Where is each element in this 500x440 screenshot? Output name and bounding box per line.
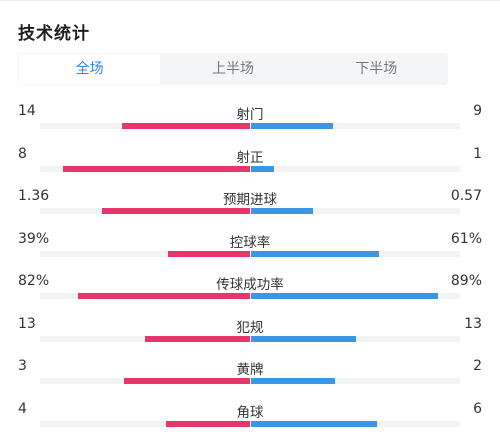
away-value: 13 <box>464 315 482 332</box>
stat-bar-track <box>40 165 460 172</box>
away-value: 9 <box>473 103 482 119</box>
stat-row-pass-accuracy: 82% 传球成功率 89% <box>0 265 500 308</box>
away-bar <box>251 378 335 384</box>
stat-bar-track <box>40 378 460 384</box>
away-value: 1 <box>473 145 482 162</box>
home-value: 82% <box>18 273 50 289</box>
away-value: 89% <box>450 273 482 289</box>
away-bar <box>251 420 377 427</box>
home-bar <box>102 208 250 214</box>
tab-first-half[interactable]: 上半场 <box>211 61 254 77</box>
away-bar <box>251 208 313 214</box>
stat-row-fouls: 13 犯规 13 <box>0 308 500 351</box>
stat-label: 传球成功率 <box>216 277 284 293</box>
home-bar <box>63 165 250 172</box>
stat-row-possession: 39% 控球率 61% <box>0 223 500 266</box>
stat-label: 射正 <box>236 149 264 166</box>
home-bar <box>168 250 250 257</box>
stat-row-shots: 14 射门 9 <box>0 95 500 138</box>
stat-label: 预期进球 <box>223 192 277 208</box>
stat-label: 控球率 <box>229 234 271 251</box>
stat-label: 射门 <box>236 107 264 123</box>
stat-label: 黄牌 <box>236 362 264 378</box>
away-bar <box>251 250 379 257</box>
home-bar <box>122 123 250 129</box>
home-value: 8 <box>18 145 27 162</box>
home-value: 4 <box>18 400 27 417</box>
away-value: 0.57 <box>450 188 482 204</box>
home-bar <box>124 378 250 384</box>
home-value: 39% <box>18 230 50 247</box>
home-value: 1.36 <box>18 188 50 204</box>
stat-bar-track <box>40 250 460 257</box>
away-bar <box>251 165 274 172</box>
stat-bar-track <box>40 420 460 427</box>
stats-list: 14 射门 9 8 射正 1 1.36 预期进球 0.57 39% 控球率 61… <box>0 95 500 435</box>
home-bar <box>166 420 250 427</box>
home-value: 14 <box>18 103 36 119</box>
stat-label: 角球 <box>236 404 264 421</box>
away-value: 2 <box>473 358 482 374</box>
stat-bar-track <box>40 293 460 299</box>
stat-row-shots-on-target: 8 射正 1 <box>0 138 500 181</box>
stat-bar-track <box>40 123 460 129</box>
top-divider <box>0 0 500 1</box>
stat-label: 犯规 <box>236 319 264 336</box>
stat-row-corners: 4 角球 6 <box>0 393 500 436</box>
stat-row-expected-goals: 1.36 预期进球 0.57 <box>0 180 500 223</box>
stat-bar-track <box>40 208 460 214</box>
stat-bar-track <box>40 335 460 342</box>
away-bar <box>251 123 333 129</box>
away-value: 6 <box>473 400 482 417</box>
home-bar <box>145 335 250 342</box>
stat-row-yellow-cards: 3 黄牌 2 <box>0 350 500 393</box>
section-title: 技术统计 <box>18 24 90 44</box>
tab-full-match[interactable]: 全场 <box>19 54 161 84</box>
period-tabs: 全场 上半场 下半场 <box>18 53 448 85</box>
home-bar <box>78 293 250 299</box>
home-value: 13 <box>18 315 36 332</box>
away-bar <box>251 293 438 299</box>
home-value: 3 <box>18 358 27 374</box>
tab-second-half[interactable]: 下半场 <box>355 61 398 77</box>
away-bar <box>251 335 356 342</box>
away-value: 61% <box>450 230 482 247</box>
